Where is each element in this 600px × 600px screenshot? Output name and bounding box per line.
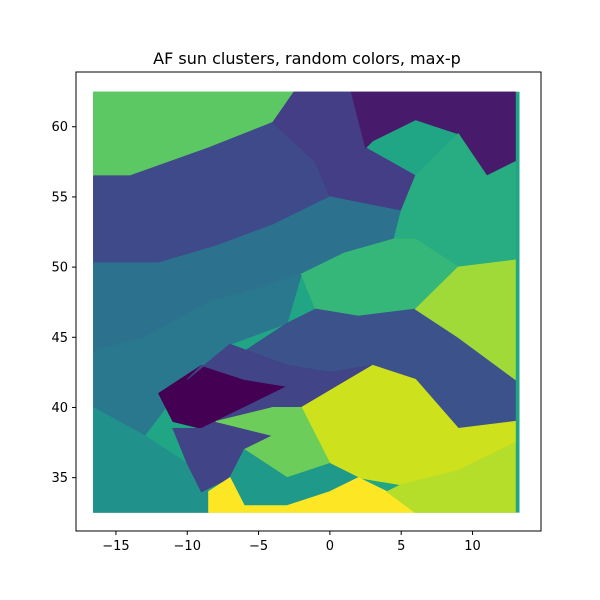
- x-tick-label: −5: [249, 539, 268, 554]
- x-tick-label: 5: [397, 539, 405, 554]
- y-tick-label: 55: [51, 190, 68, 205]
- x-tick-label: 0: [326, 539, 334, 554]
- x-axis: −15 −10 −5 0 5 10: [102, 531, 481, 554]
- y-tick-label: 50: [51, 261, 68, 276]
- y-tick-label: 40: [51, 401, 68, 416]
- x-tick-label: −10: [174, 539, 201, 554]
- x-tick-label: 10: [464, 539, 481, 554]
- chart-title: AF sun clusters, random colors, max-p: [153, 49, 461, 68]
- cluster-region-17: [386, 441, 516, 513]
- y-tick-label: 35: [51, 471, 68, 486]
- y-tick-label: 60: [51, 120, 68, 135]
- x-tick-label: −15: [102, 539, 129, 554]
- cluster-region-10: [414, 259, 516, 381]
- y-tick-label: 45: [51, 331, 68, 346]
- regions-layer: [93, 91, 520, 513]
- plot-frame: [75, 71, 542, 532]
- y-axis: 35 40 45 50 55 60: [51, 120, 76, 486]
